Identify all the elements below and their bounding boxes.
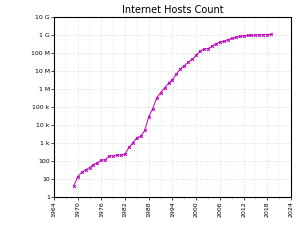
Title: Internet Hosts Count: Internet Hosts Count [122, 5, 223, 15]
